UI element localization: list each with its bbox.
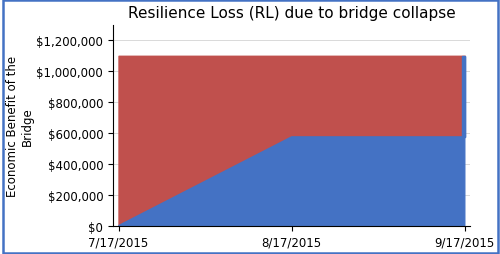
Polygon shape <box>462 57 465 137</box>
Polygon shape <box>118 137 465 226</box>
Title: Resilience Loss (RL) due to bridge collapse: Resilience Loss (RL) due to bridge colla… <box>128 6 456 21</box>
Y-axis label: Economic Benefit of the
Bridge: Economic Benefit of the Bridge <box>6 56 34 196</box>
